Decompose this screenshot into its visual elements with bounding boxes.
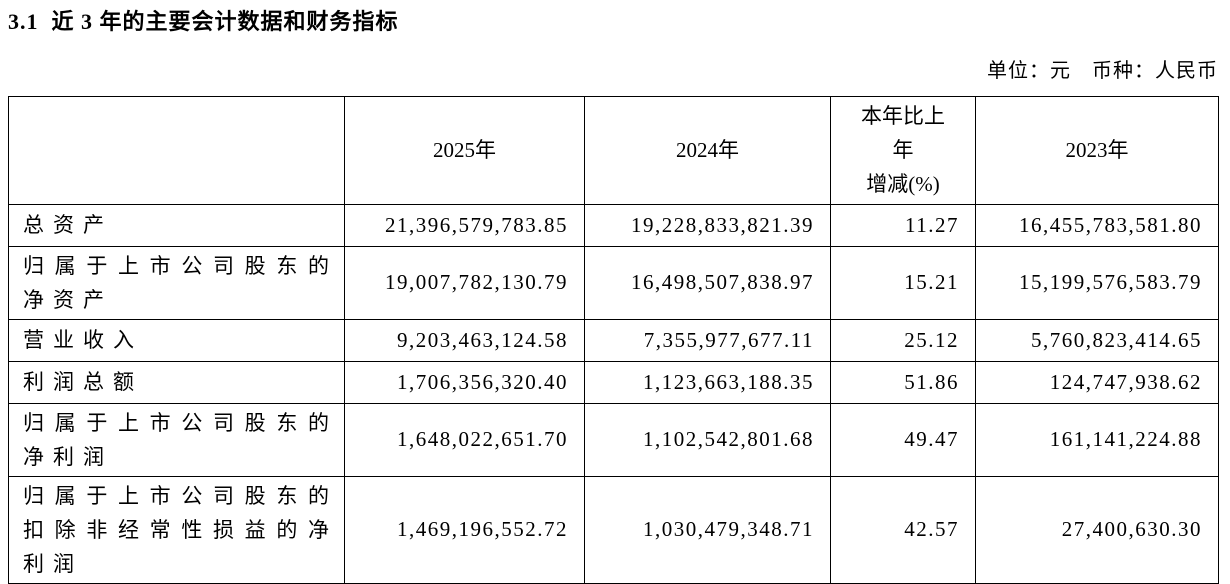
value-change: 15.21	[830, 245, 976, 320]
row-label: 营业收入	[8, 318, 345, 362]
section-title: 3.1 近 3 年的主要会计数据和财务指标	[8, 9, 399, 34]
col-header-item	[8, 95, 345, 205]
table-row: 归属于上市公司股东的净利润 1,648,022,651.70 1,102,542…	[8, 402, 1219, 477]
value-change: 11.27	[830, 203, 976, 247]
table-header-row: 2025年 2024年 本年比上 年 增减(%) 2023年	[8, 95, 1219, 205]
table-row: 营业收入 9,203,463,124.58 7,355,977,677.11 2…	[8, 318, 1219, 362]
value-change: 49.47	[830, 402, 976, 477]
value-2025: 1,706,356,320.40	[344, 360, 585, 404]
table-row: 总资产 21,396,579,783.85 19,228,833,821.39 …	[8, 203, 1219, 247]
unit-currency-note: 单位：元 币种：人民币	[987, 59, 1218, 82]
table-row: 利润总额 1,706,356,320.40 1,123,663,188.35 5…	[8, 360, 1219, 404]
value-2025: 19,007,782,130.79	[344, 245, 585, 320]
value-2025: 1,469,196,552.72	[344, 475, 585, 584]
value-2023: 15,199,576,583.79	[975, 245, 1219, 320]
value-change: 25.12	[830, 318, 976, 362]
value-2024: 1,123,663,188.35	[584, 360, 831, 404]
value-2024: 1,030,479,348.71	[584, 475, 831, 584]
value-2024: 1,102,542,801.68	[584, 402, 831, 477]
value-2025: 9,203,463,124.58	[344, 318, 585, 362]
value-2024: 7,355,977,677.11	[584, 318, 831, 362]
value-2023: 161,141,224.88	[975, 402, 1219, 477]
value-change: 42.57	[830, 475, 976, 584]
value-change: 51.86	[830, 360, 976, 404]
col-header-2023: 2023年	[975, 95, 1219, 205]
col-header-2024: 2024年	[584, 95, 831, 205]
row-label: 归属于上市公司股东的扣除非经常性损益的净利润	[8, 475, 345, 584]
row-label: 归属于上市公司股东的净资产	[8, 245, 345, 320]
table-row: 归属于上市公司股东的净资产 19,007,782,130.79 16,498,5…	[8, 245, 1219, 320]
row-label: 归属于上市公司股东的净利润	[8, 402, 345, 477]
financial-indicators-table: 2025年 2024年 本年比上 年 增减(%) 2023年 总资产 21,39…	[8, 95, 1219, 584]
value-2024: 16,498,507,838.97	[584, 245, 831, 320]
value-2025: 1,648,022,651.70	[344, 402, 585, 477]
value-2023: 27,400,630.30	[975, 475, 1219, 584]
value-2025: 21,396,579,783.85	[344, 203, 585, 247]
value-2023: 124,747,938.62	[975, 360, 1219, 404]
col-header-2025: 2025年	[344, 95, 585, 205]
row-label: 总资产	[8, 203, 345, 247]
col-header-change: 本年比上 年 增减(%)	[830, 95, 976, 205]
value-2024: 19,228,833,821.39	[584, 203, 831, 247]
value-2023: 5,760,823,414.65	[975, 318, 1219, 362]
row-label: 利润总额	[8, 360, 345, 404]
value-2023: 16,455,783,581.80	[975, 203, 1219, 247]
report-page: 3.1 近 3 年的主要会计数据和财务指标 单位：元 币种：人民币 2025年 …	[8, 8, 1220, 584]
table-row: 归属于上市公司股东的扣除非经常性损益的净利润 1,469,196,552.72 …	[8, 475, 1219, 584]
